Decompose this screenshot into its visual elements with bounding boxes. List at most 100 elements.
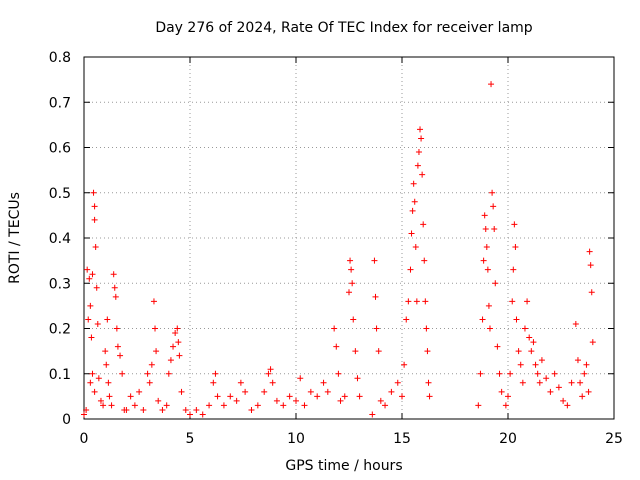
data-point <box>89 271 96 278</box>
data-point <box>91 388 98 395</box>
data-point <box>182 406 189 413</box>
data-point <box>113 325 120 332</box>
data-point <box>421 257 428 264</box>
data-point <box>574 357 581 364</box>
data-point <box>485 302 492 309</box>
data-point <box>117 352 124 359</box>
data-point <box>89 370 96 377</box>
data-point <box>337 397 344 404</box>
data-point <box>233 397 240 404</box>
data-point <box>346 289 352 296</box>
data-point <box>110 271 117 278</box>
data-point <box>148 361 155 368</box>
data-point <box>297 375 304 382</box>
data-point <box>301 402 308 409</box>
data-point <box>519 379 526 386</box>
data-point <box>494 343 501 350</box>
data-point <box>588 289 595 296</box>
data-point <box>212 370 219 377</box>
data-point <box>532 361 539 368</box>
data-point <box>489 189 496 196</box>
data-point <box>425 379 432 386</box>
data-point <box>403 316 410 323</box>
data-point <box>136 388 143 395</box>
data-point <box>418 135 425 142</box>
data-point <box>372 293 379 300</box>
data-point <box>507 370 514 377</box>
data-point <box>377 397 384 404</box>
data-point <box>568 379 575 386</box>
data-point <box>174 325 181 332</box>
y-tick-label: 0.3 <box>49 276 71 292</box>
data-point <box>331 325 338 332</box>
data-point <box>146 379 153 386</box>
data-point <box>237 379 244 386</box>
data-point <box>480 257 487 264</box>
data-point <box>388 388 395 395</box>
data-point <box>152 325 159 332</box>
data-point <box>104 316 111 323</box>
data-point <box>286 393 293 400</box>
data-point <box>273 397 280 404</box>
data-point <box>81 411 87 418</box>
data-point <box>375 348 382 355</box>
data-point <box>111 284 118 291</box>
data-point <box>354 375 361 382</box>
data-point <box>103 361 110 368</box>
data-point <box>382 402 389 409</box>
data-points <box>81 81 596 418</box>
data-point <box>175 339 182 346</box>
data-point <box>407 266 414 273</box>
data-point <box>333 343 340 350</box>
data-point <box>477 370 484 377</box>
data-point <box>280 402 287 409</box>
x-tick-label: 0 <box>80 431 89 447</box>
data-point <box>424 348 431 355</box>
data-point <box>85 316 92 323</box>
data-point <box>555 384 562 391</box>
y-tick-label: 0.6 <box>49 141 71 157</box>
data-point <box>86 275 93 282</box>
data-point <box>521 325 528 332</box>
data-point <box>530 339 537 346</box>
data-point <box>172 330 179 337</box>
data-point <box>314 393 321 400</box>
data-point <box>423 325 430 332</box>
data-point <box>119 370 126 377</box>
data-point <box>491 225 498 232</box>
data-point <box>131 402 138 409</box>
data-point <box>373 325 380 332</box>
data-point <box>242 388 249 395</box>
data-point <box>399 393 405 400</box>
data-point <box>589 339 596 346</box>
data-point <box>350 316 357 323</box>
data-point <box>422 298 429 305</box>
x-tick-labels: 0 5 10 15 20 25 <box>80 431 623 447</box>
data-point <box>511 221 518 228</box>
data-point <box>415 149 422 156</box>
x-tick-label: 15 <box>393 431 411 447</box>
data-point <box>583 361 590 368</box>
data-point <box>348 266 355 273</box>
data-point <box>144 370 151 377</box>
data-point <box>498 388 505 395</box>
data-point <box>475 402 482 409</box>
data-point <box>420 221 427 228</box>
data-point <box>586 248 593 255</box>
data-point <box>248 406 255 413</box>
data-point <box>210 379 217 386</box>
data-point <box>167 357 174 364</box>
data-point <box>100 402 107 409</box>
y-tick-label: 0.8 <box>49 50 71 66</box>
data-point <box>579 393 586 400</box>
data-point <box>123 406 130 413</box>
data-point <box>153 348 160 355</box>
x-tick-label: 10 <box>287 431 305 447</box>
y-tick-label: 0.7 <box>49 95 71 111</box>
data-point <box>163 402 170 409</box>
data-point <box>502 402 509 409</box>
data-point <box>150 298 157 305</box>
data-point <box>486 325 493 332</box>
data-point <box>528 348 535 355</box>
data-point <box>155 397 162 404</box>
